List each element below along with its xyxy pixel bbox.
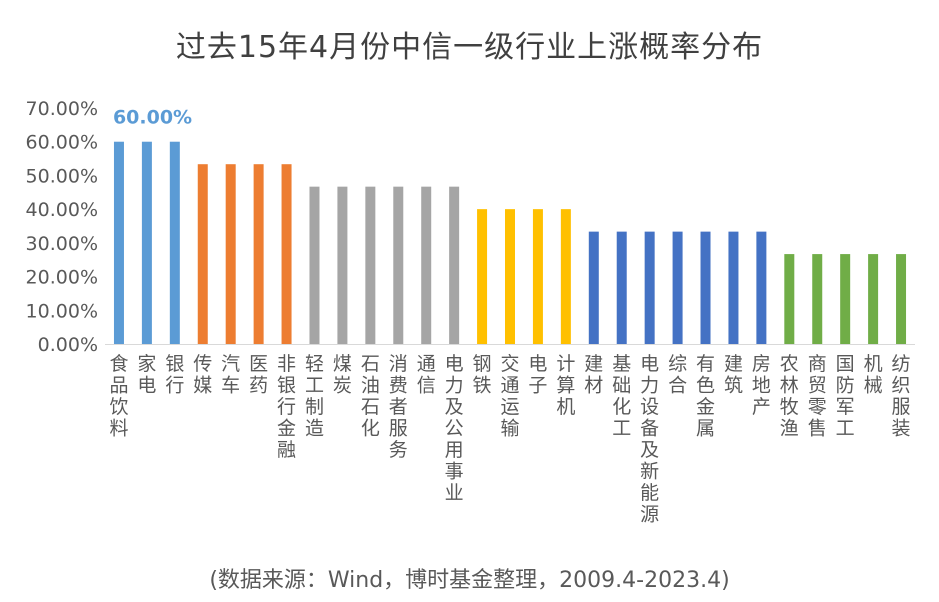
x-category-label: 石油石化 xyxy=(361,353,380,440)
x-category-label: 传媒 xyxy=(193,353,212,397)
x-category-label: 轻工制造 xyxy=(305,353,324,440)
x-category-label: 钢铁 xyxy=(473,353,492,397)
x-category-label: 非银行金融 xyxy=(277,353,296,461)
bar xyxy=(616,231,627,344)
bar xyxy=(281,164,292,344)
y-tick-label: 70.00% xyxy=(26,98,98,120)
y-tick-label: 20.00% xyxy=(26,267,98,289)
bar xyxy=(868,254,879,344)
bar xyxy=(449,186,460,344)
x-category-label: 建筑 xyxy=(724,353,743,397)
x-category-label: 机械 xyxy=(864,353,883,397)
bar xyxy=(309,186,320,344)
bar xyxy=(337,186,348,344)
bar xyxy=(784,254,795,344)
x-category-label: 农林牧渔 xyxy=(780,353,799,440)
bar xyxy=(421,186,432,344)
bar xyxy=(644,231,655,344)
x-category-label: 交通运输 xyxy=(500,353,519,440)
x-category-label: 基础化工 xyxy=(612,353,631,440)
y-tick-label: 30.00% xyxy=(26,233,98,255)
x-category-label: 房地产 xyxy=(752,353,771,418)
bar xyxy=(253,164,264,344)
y-tick-label: 50.00% xyxy=(26,165,98,187)
y-tick-label: 40.00% xyxy=(26,199,98,221)
bar xyxy=(756,231,767,344)
x-category-label: 通信 xyxy=(417,353,436,397)
y-tick-label: 60.00% xyxy=(26,132,98,154)
chart-title: 过去15年4月份中信一级行业上涨概率分布 xyxy=(175,30,764,65)
x-category-label: 家电 xyxy=(137,353,156,397)
bar xyxy=(365,186,376,344)
bar xyxy=(393,186,404,344)
bar xyxy=(225,164,236,344)
x-category-label: 商贸零售 xyxy=(808,353,827,440)
bar xyxy=(588,231,599,344)
y-tick-label: 0.00% xyxy=(38,334,98,356)
x-category-label: 电子 xyxy=(528,353,547,397)
bar xyxy=(812,254,823,344)
bar xyxy=(672,231,683,344)
x-category-label: 汽车 xyxy=(221,353,240,397)
x-category-label: 建材 xyxy=(584,353,603,397)
data-label: 60.00% xyxy=(113,107,192,129)
bar xyxy=(840,254,851,344)
bar xyxy=(700,231,711,344)
bar xyxy=(505,209,515,344)
bar xyxy=(728,231,739,344)
bar xyxy=(113,141,124,344)
x-category-label: 有色金属 xyxy=(696,353,715,440)
x-category-label: 食品饮料 xyxy=(109,353,128,440)
x-category-label: 医药 xyxy=(249,353,268,397)
bar xyxy=(169,141,180,344)
x-category-label: 计算机 xyxy=(556,353,575,418)
bar xyxy=(197,164,208,344)
x-category-label: 煤炭 xyxy=(333,353,352,397)
bar xyxy=(560,209,571,344)
bar xyxy=(532,209,543,344)
bar xyxy=(896,254,907,344)
bar xyxy=(141,141,152,344)
x-category-label: 银行 xyxy=(165,353,184,397)
x-category-label: 消费者服务 xyxy=(389,353,408,461)
y-tick-label: 10.00% xyxy=(26,300,98,322)
x-category-label: 国防军工 xyxy=(836,353,855,440)
x-category-label: 纺织服装 xyxy=(892,353,911,440)
x-category-label: 综合 xyxy=(668,353,687,397)
chart-source-note: (数据来源：Wind，博时基金整理，2009.4-2023.4) xyxy=(209,568,730,593)
x-category-label: 电力设备及新能源 xyxy=(640,353,659,526)
bar xyxy=(477,209,488,344)
x-category-label: 电力及公用事业 xyxy=(445,353,464,504)
